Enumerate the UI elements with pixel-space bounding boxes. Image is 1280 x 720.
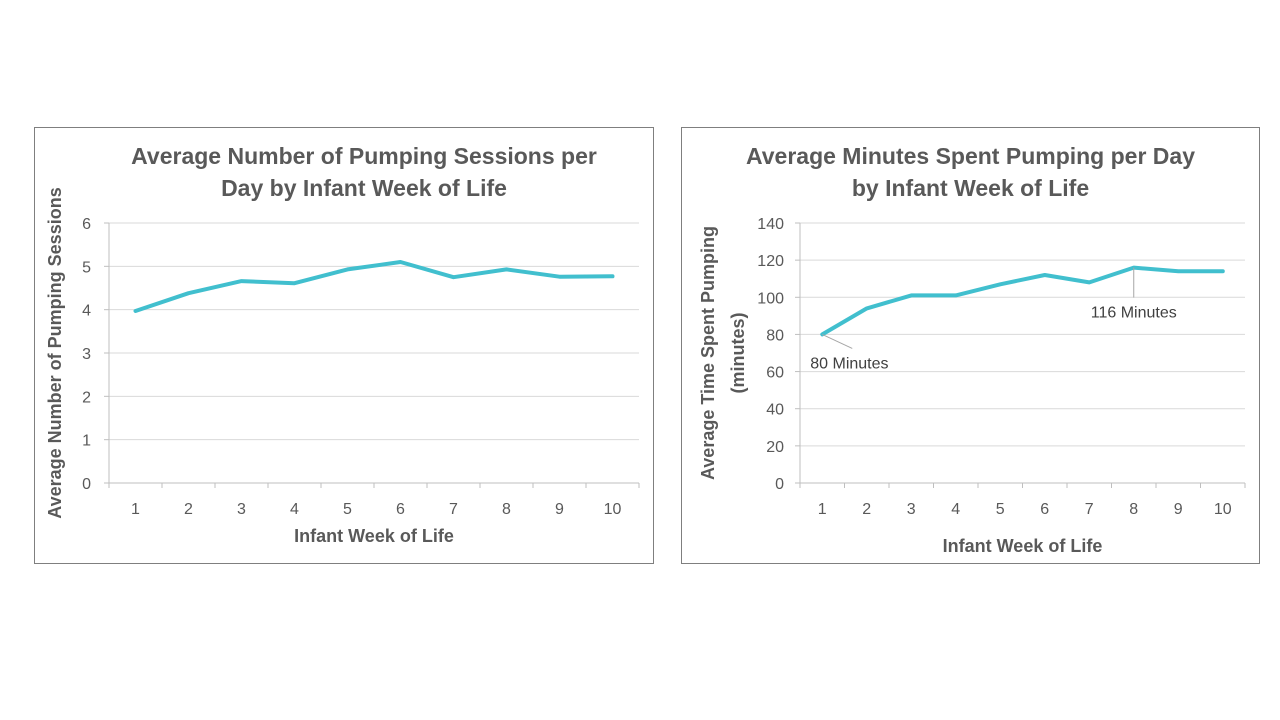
chart-title-line-2: Day by Infant Week of Life	[221, 175, 507, 201]
chart-title-line-1: Average Number of Pumping Sessions per	[131, 143, 597, 169]
chart-title-line-2: by Infant Week of Life	[851, 175, 1090, 201]
y-tick-label: 80	[766, 327, 784, 344]
x-tick-label: 4	[951, 501, 960, 518]
y-tick-label: 3	[82, 346, 91, 363]
x-tick-label: 3	[907, 501, 916, 518]
y-tick-label: 140	[757, 216, 784, 233]
y-tick-label: 5	[82, 259, 91, 276]
annotation-label: 116 Minutes	[1091, 305, 1177, 322]
y-tick-label: 6	[82, 216, 91, 233]
x-tick-label: 1	[818, 501, 827, 518]
y-tick-label: 20	[766, 439, 784, 456]
x-tick-label: 2	[184, 501, 193, 518]
x-tick-label: 5	[996, 501, 1005, 518]
x-tick-label: 10	[604, 501, 622, 518]
chart-panel-sessions: Average Number of Pumping Sessions per D…	[34, 127, 654, 564]
y-tick-label: 1	[82, 433, 91, 450]
chart-title-line-1: Average Minutes Spent Pumping per Day	[745, 143, 1196, 169]
sessions-line-chart: 0 1 2 3 4 5 6 1 2 3 4 5 6 7 8 9 10 Infant Week of Life Ave…	[45, 187, 640, 546]
chart-title: Average Number of Pumping Sessions per D…	[55, 140, 673, 204]
x-tick-label: 7	[449, 501, 458, 518]
x-tick-label: 3	[237, 501, 246, 518]
x-tick-label: 7	[1085, 501, 1094, 518]
y-tick-label: 0	[82, 476, 91, 493]
x-tick-label: 8	[1129, 501, 1138, 518]
x-axis-title: Infant Week of Life	[294, 526, 454, 546]
minutes-line-chart: 0 20 40 60 80 100 120 140 1 2 3 4 5 6 7 8 9 10 Infant Week…	[698, 216, 1246, 556]
x-tick-label: 4	[290, 501, 299, 518]
y-tick-label: 40	[766, 402, 784, 419]
y-tick-label: 2	[82, 389, 91, 406]
chart-title: Average Minutes Spent Pumping per Day by…	[682, 140, 1259, 204]
x-tick-label: 9	[1174, 501, 1183, 518]
y-tick-label: 4	[82, 303, 91, 320]
x-tick-label: 6	[396, 501, 405, 518]
x-axis-title: Infant Week of Life	[943, 536, 1103, 556]
y-tick-label: 100	[757, 290, 784, 307]
series-line	[133, 260, 615, 313]
y-axis-title-line: (minutes)	[728, 312, 748, 393]
series-line	[820, 265, 1225, 337]
y-axis-title-line: Average Number of Pumping Sessions	[45, 187, 65, 518]
x-tick-label: 5	[343, 501, 352, 518]
chart-panel-minutes: Average Minutes Spent Pumping per Day by…	[681, 127, 1260, 564]
annotation-label: 80 Minutes	[810, 355, 888, 372]
y-tick-label: 60	[766, 365, 784, 382]
y-axis-title-line: Average Time Spent Pumping	[698, 226, 718, 480]
y-tick-label: 0	[775, 476, 784, 493]
annotation-leader-line	[822, 333, 853, 349]
x-tick-label: 1	[131, 501, 140, 518]
y-tick-label: 120	[757, 253, 784, 270]
x-tick-label: 6	[1040, 501, 1049, 518]
x-tick-label: 2	[862, 501, 871, 518]
x-tick-label: 9	[555, 501, 564, 518]
x-tick-label: 10	[1214, 501, 1232, 518]
x-tick-label: 8	[502, 501, 511, 518]
